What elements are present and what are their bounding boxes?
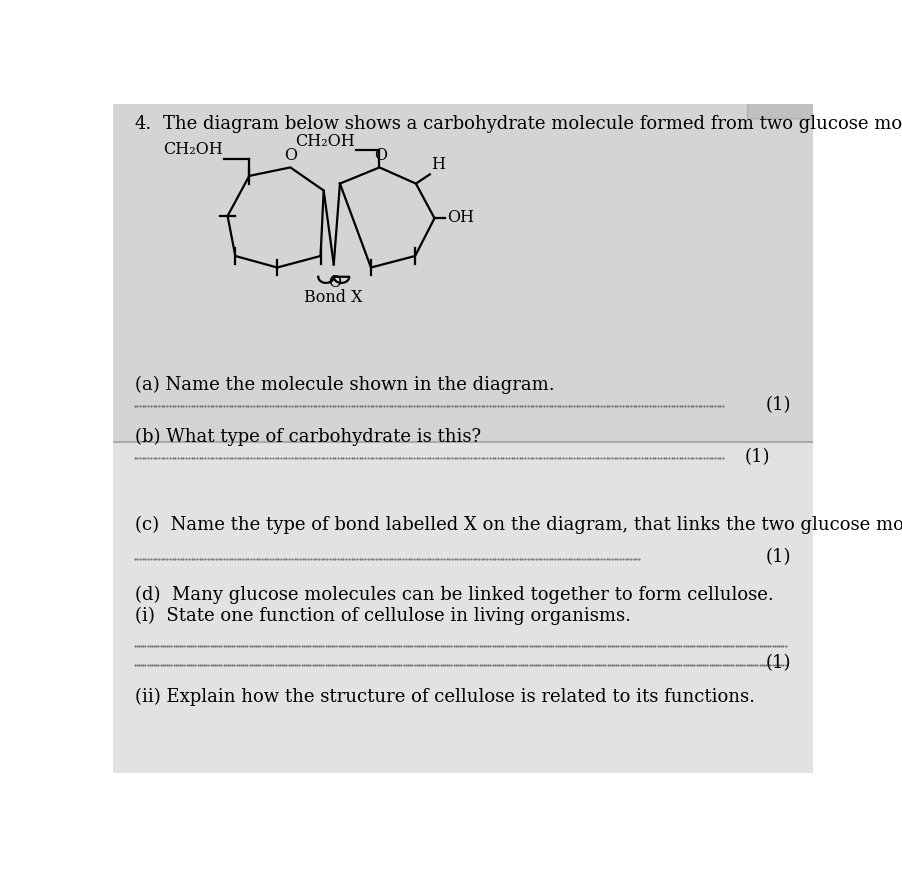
Text: CH₂OH: CH₂OH (295, 133, 354, 149)
Text: (c)  Name the type of bond labelled X on the diagram, that links the two glucose: (c) Name the type of bond labelled X on … (134, 516, 902, 534)
Text: CH₂OH: CH₂OH (163, 141, 223, 158)
Text: (b) What type of carbohydrate is this?: (b) What type of carbohydrate is this? (134, 428, 480, 446)
Text: O: O (284, 148, 298, 164)
Text: The diagram below shows a carbohydrate molecule formed from two glucose molecule: The diagram below shows a carbohydrate m… (163, 115, 902, 133)
Text: (a) Name the molecule shown in the diagram.: (a) Name the molecule shown in the diagr… (134, 375, 554, 394)
Bar (113, 442, 812, 773)
FancyBboxPatch shape (747, 103, 813, 119)
Text: (d)  Many glucose molecules can be linked together to form cellulose.: (d) Many glucose molecules can be linked… (134, 586, 772, 604)
Text: (ii) Explain how the structure of cellulose is related to its functions.: (ii) Explain how the structure of cellul… (134, 688, 754, 706)
Text: (1): (1) (765, 548, 790, 566)
Text: H: H (431, 156, 445, 173)
Bar (113, 104, 812, 442)
Text: (i)  State one function of cellulose in living organisms.: (i) State one function of cellulose in l… (134, 607, 630, 626)
Text: (1): (1) (765, 654, 790, 673)
Text: 4.: 4. (134, 115, 152, 133)
Text: O: O (373, 148, 386, 164)
Text: Bond X: Bond X (304, 289, 363, 306)
Text: O: O (327, 274, 341, 290)
Text: (1): (1) (744, 448, 769, 466)
Text: OH: OH (446, 209, 474, 226)
Text: (1): (1) (765, 395, 790, 414)
